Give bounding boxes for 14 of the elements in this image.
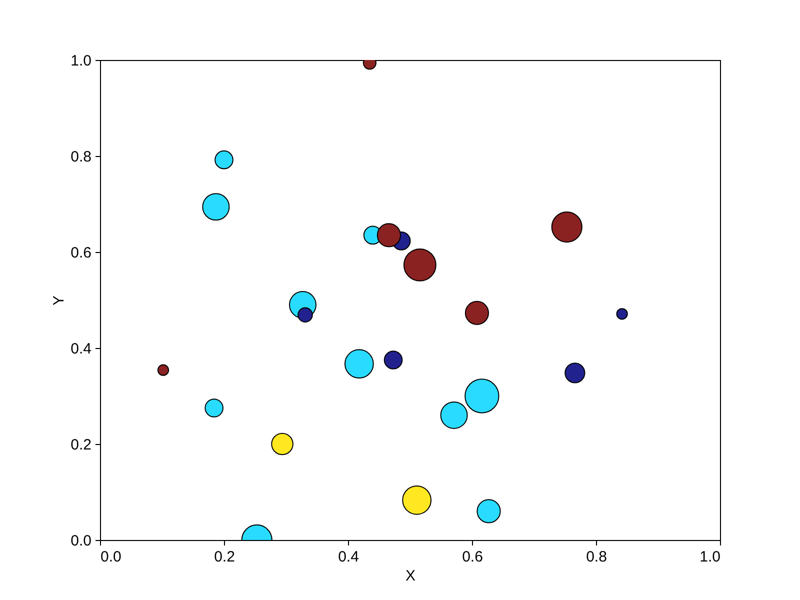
y-tick-label: 0.0 [70,532,92,550]
x-tick-label: 0.8 [586,548,607,566]
y-tick-label: 1.0 [70,52,92,70]
x-tick-label: 0.6 [462,548,483,566]
y-axis-title: Y [50,295,68,306]
x-axis-title: X [405,568,416,584]
x-tick-label: 1.0 [700,548,720,566]
y-tick-label: 0.8 [70,148,92,166]
y-tick-label: 0.4 [70,340,92,358]
y-tick-label: 0.2 [70,436,92,454]
x-tick-label: 0.0 [100,548,122,566]
x-tick-label: 0.2 [214,548,235,566]
x-tick-label: 0.4 [338,548,359,566]
y-tick-label: 0.6 [70,244,92,262]
